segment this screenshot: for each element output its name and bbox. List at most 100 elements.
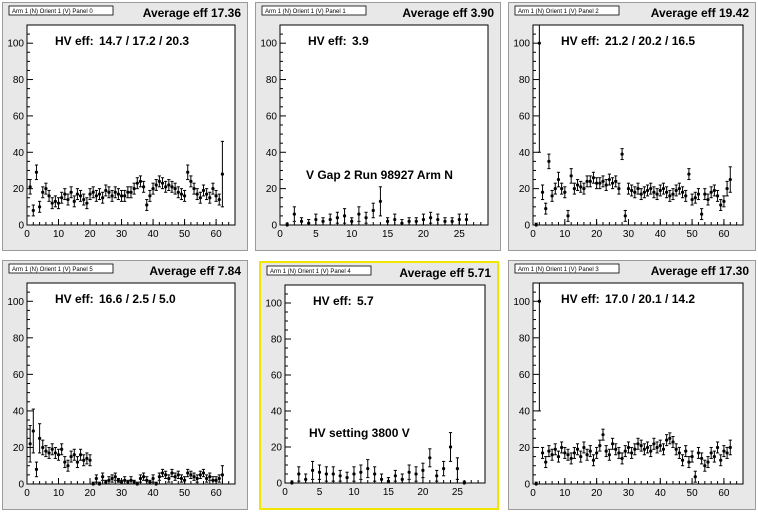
data-point xyxy=(617,451,621,455)
data-point xyxy=(142,475,146,479)
data-point xyxy=(604,183,608,187)
data-point xyxy=(719,203,723,207)
data-point xyxy=(38,436,42,440)
data-point xyxy=(290,481,294,485)
data-point xyxy=(633,190,637,194)
data-point xyxy=(617,187,621,191)
data-point xyxy=(630,451,634,455)
data-point xyxy=(556,177,561,182)
data-point xyxy=(598,181,602,185)
data-point xyxy=(693,475,697,479)
y-tick-label: 80 xyxy=(519,75,531,86)
data-point xyxy=(151,476,155,481)
data-point xyxy=(588,179,592,183)
data-point xyxy=(442,467,446,471)
data-point xyxy=(119,194,124,198)
data-point xyxy=(60,196,64,200)
y-tick-label: 100 xyxy=(265,299,282,310)
data-point xyxy=(31,208,35,213)
data-point xyxy=(371,208,375,213)
data-point xyxy=(217,197,221,202)
chart-4-svg: Arm 1 (N) Orient 1 (V) Panel 4 Average ef… xyxy=(265,265,491,498)
data-point xyxy=(88,458,92,462)
x-tick-label: 10 xyxy=(348,487,360,498)
data-point xyxy=(429,216,433,220)
data-point xyxy=(700,456,704,461)
data-point xyxy=(572,187,576,191)
data-point xyxy=(104,480,108,484)
data-point xyxy=(47,451,51,455)
data-point xyxy=(113,475,117,479)
data-point xyxy=(170,471,174,475)
data-point xyxy=(661,447,666,451)
data-point xyxy=(170,185,174,189)
chart-0-svg: Arm 1 (N) Orient 1 (V) Panel 0 Average ef… xyxy=(7,5,241,240)
data-point xyxy=(338,474,342,478)
data-point xyxy=(421,468,425,472)
panel-3-pad[interactable]: Arm 1 (N) Orient 1 (V) Panel 3 Average ef… xyxy=(508,260,756,510)
panel-title: Arm 1 (N) Orient 1 (V) Panel 4 xyxy=(270,269,351,275)
data-point xyxy=(53,451,57,455)
data-point xyxy=(173,187,177,191)
hv-eff-label: HV eff: xyxy=(561,292,600,306)
data-point xyxy=(179,476,184,481)
panel-4-pad[interactable]: Arm 1 (N) Orient 1 (V) Panel 4 Average ef… xyxy=(259,261,499,510)
hv-eff-label: HV eff: xyxy=(313,294,352,308)
data-point xyxy=(595,451,599,455)
data-point xyxy=(560,445,564,450)
y-tick-label: 80 xyxy=(271,335,283,346)
x-tick-label: 20 xyxy=(418,229,430,240)
hv-eff-values: 17.0 / 20.1 / 14.2 xyxy=(605,292,695,306)
data-point xyxy=(205,476,209,481)
data-point xyxy=(642,447,646,451)
x-tick-label: 5 xyxy=(313,229,319,240)
data-point xyxy=(703,464,707,468)
panel-1-pad[interactable]: Arm 1 (N) Orient 1 (V) Panel 1 Average ef… xyxy=(255,2,501,251)
data-point xyxy=(556,454,561,459)
data-point xyxy=(148,480,152,484)
data-point xyxy=(715,194,720,198)
data-point xyxy=(160,471,165,475)
y-tick-label: 100 xyxy=(513,39,530,50)
y-tick-label: 100 xyxy=(260,39,277,50)
y-tick-label: 40 xyxy=(266,148,278,159)
x-tick-label: 25 xyxy=(452,487,464,498)
y-tick-label: 0 xyxy=(18,480,24,491)
data-point xyxy=(620,456,624,461)
data-point xyxy=(658,444,662,448)
panel-0-pad[interactable]: Arm 1 (N) Orient 1 (V) Panel 0 Average ef… xyxy=(2,2,248,251)
data-point xyxy=(626,445,631,450)
data-point xyxy=(299,219,304,223)
panel-title-box xyxy=(8,263,114,274)
panel-title: Arm 1 (N) Orient 1 (V) Panel 2 xyxy=(518,9,599,15)
data-point xyxy=(563,190,567,194)
x-tick-label: 10 xyxy=(346,229,358,240)
annotation-label: HV setting 3800 V xyxy=(309,426,410,440)
data-point xyxy=(725,187,729,191)
data-point xyxy=(693,196,697,200)
data-point xyxy=(201,188,206,193)
data-point xyxy=(601,433,605,437)
x-tick-label: 60 xyxy=(718,229,730,240)
data-point xyxy=(53,199,57,203)
panel-title-box xyxy=(8,5,114,16)
data-point xyxy=(601,179,605,183)
data-point xyxy=(126,190,130,194)
chart-2-svg: Arm 1 (N) Orient 1 (V) Panel 2 Average ef… xyxy=(513,5,749,240)
panel-2-pad[interactable]: Arm 1 (N) Orient 1 (V) Panel 2 Average ef… xyxy=(508,2,756,251)
x-tick-label: 50 xyxy=(179,229,191,240)
data-point xyxy=(310,468,315,472)
data-point xyxy=(304,477,308,481)
hv-eff-values: 14.7 / 17.2 / 20.3 xyxy=(99,34,189,48)
data-point xyxy=(129,478,133,482)
data-point xyxy=(94,476,98,481)
data-point xyxy=(386,479,391,483)
data-point xyxy=(591,176,596,180)
data-point xyxy=(78,194,83,198)
data-point xyxy=(148,194,152,198)
panel-5-pad[interactable]: Arm 1 (N) Orient 1 (V) Panel 5 Average ef… xyxy=(2,260,248,510)
x-tick-label: 10 xyxy=(559,229,571,240)
data-point xyxy=(712,454,716,459)
x-tick-label: 50 xyxy=(687,488,699,499)
data-point xyxy=(186,170,190,174)
